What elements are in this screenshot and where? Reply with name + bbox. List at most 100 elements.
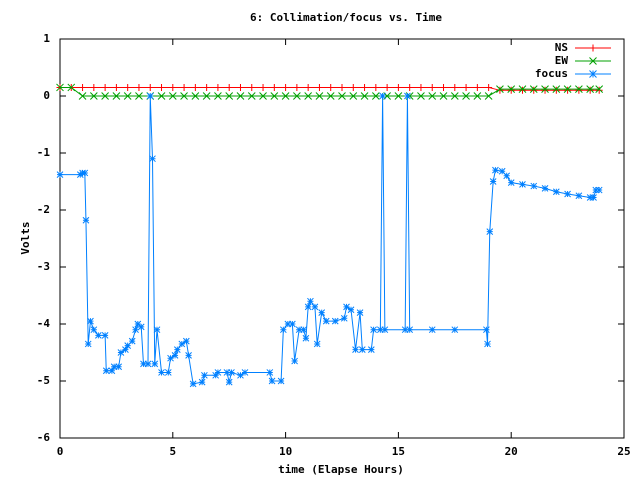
data-point <box>311 303 319 311</box>
data-point <box>137 323 145 331</box>
data-point <box>492 166 499 174</box>
data-point <box>304 303 312 311</box>
data-point <box>180 83 188 91</box>
data-point <box>518 85 527 94</box>
data-point <box>483 326 490 334</box>
data-point <box>122 346 129 354</box>
data-point <box>451 83 459 91</box>
data-point <box>134 320 142 328</box>
legend-label: NS <box>555 41 568 54</box>
data-point <box>56 83 64 92</box>
data-point <box>87 317 94 325</box>
data-point <box>507 85 516 94</box>
data-point <box>595 85 604 94</box>
data-point <box>123 92 132 100</box>
data-point <box>189 380 197 388</box>
data-point <box>268 377 276 385</box>
data-point <box>94 332 102 339</box>
data-point <box>406 326 414 334</box>
data-point <box>266 369 274 376</box>
data-point <box>225 92 234 100</box>
data-point <box>322 317 330 325</box>
data-point <box>128 337 136 345</box>
data-point <box>214 83 222 91</box>
data-point <box>282 83 290 91</box>
data-point <box>486 228 494 236</box>
data-point <box>340 314 348 322</box>
data-point <box>146 83 154 91</box>
y-tick-label: 1 <box>43 32 50 45</box>
data-point <box>89 92 98 100</box>
data-point <box>462 92 470 100</box>
data-point <box>529 85 538 94</box>
data-point <box>313 340 321 348</box>
data-point <box>236 83 244 91</box>
data-point <box>90 326 98 334</box>
data-point <box>225 378 233 386</box>
data-point <box>56 171 64 179</box>
data-point <box>428 326 436 334</box>
data-point <box>90 83 98 91</box>
data-point <box>519 180 526 188</box>
data-point <box>439 92 448 100</box>
y-tick-label: -2 <box>37 203 50 216</box>
data-point <box>338 83 346 91</box>
data-point <box>485 83 493 91</box>
data-point <box>101 83 109 91</box>
data-point <box>356 309 364 316</box>
data-point <box>428 92 437 100</box>
data-point <box>381 326 389 334</box>
data-point <box>293 92 301 100</box>
data-point <box>270 92 279 100</box>
data-point <box>595 86 603 94</box>
data-point <box>484 92 493 100</box>
data-point <box>394 92 403 100</box>
data-point <box>450 92 459 100</box>
data-point <box>370 326 377 334</box>
data-point <box>498 167 506 175</box>
data-point <box>564 86 572 94</box>
data-point <box>171 351 179 359</box>
legend-marker <box>589 44 597 52</box>
data-point <box>349 83 357 91</box>
data-point <box>228 369 235 376</box>
data-point <box>575 86 583 94</box>
data-point <box>135 92 143 100</box>
data-point <box>78 92 87 100</box>
data-point <box>151 360 159 368</box>
data-point <box>451 326 459 334</box>
series-line <box>60 95 600 385</box>
data-point <box>124 342 132 350</box>
data-point <box>67 83 76 92</box>
y-tick-label: -6 <box>37 431 51 444</box>
data-point <box>203 83 211 91</box>
y-tick-label: -5 <box>37 374 50 387</box>
data-point <box>124 83 132 91</box>
x-tick-label: 10 <box>279 445 292 458</box>
data-point <box>417 83 425 91</box>
data-point <box>157 92 166 100</box>
data-point <box>541 86 549 94</box>
data-point <box>289 320 296 328</box>
data-point <box>586 85 595 94</box>
data-point <box>167 354 174 362</box>
data-point <box>473 83 481 91</box>
data-point <box>259 92 267 100</box>
data-point <box>214 92 222 100</box>
data-point <box>541 184 549 192</box>
data-point <box>394 83 402 91</box>
data-point <box>135 83 143 91</box>
data-point <box>552 86 560 94</box>
data-point <box>101 332 109 339</box>
data-point <box>361 83 369 91</box>
data-point <box>343 303 350 311</box>
data-point <box>372 83 380 91</box>
data-point <box>191 83 199 91</box>
data-point <box>484 340 491 348</box>
x-tick-label: 15 <box>392 445 405 458</box>
chart-title: 6: Collimation/focus vs. Time <box>250 11 442 24</box>
data-point <box>180 92 188 100</box>
data-point <box>84 340 92 348</box>
data-point <box>503 172 511 180</box>
y-tick-label: -4 <box>37 317 51 330</box>
